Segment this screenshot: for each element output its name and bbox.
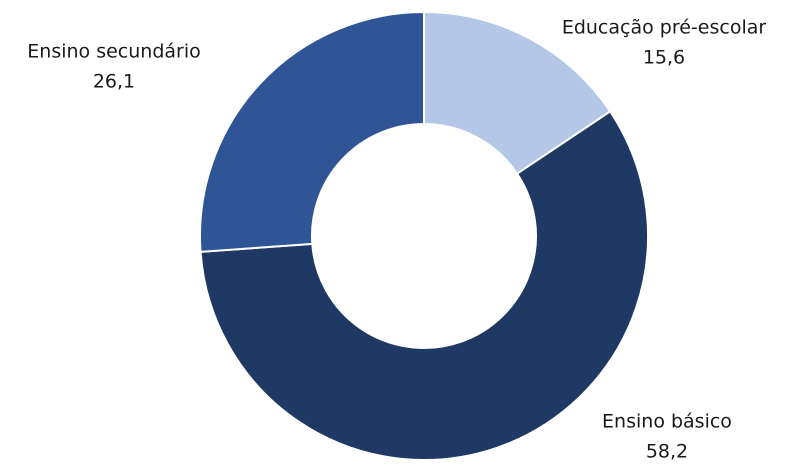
- slice-educacao-pre-escolar: [423, 10, 612, 176]
- slices-layer: [199, 10, 649, 461]
- slice-ensino-secundario: [199, 10, 425, 253]
- data-label-ensino-basico-name: Ensino básico: [602, 411, 732, 433]
- data-label-ensino-basico-value: 58,2: [646, 441, 688, 463]
- data-label-educacao-pre-escolar-name: Educação pré-escolar: [562, 17, 767, 39]
- slice-ensino-basico: [199, 110, 649, 461]
- data-label-ensino-secundario-value: 26,1: [93, 71, 135, 93]
- data-label-ensino-secundario-name: Ensino secundário: [27, 41, 200, 63]
- labels-layer: Educação pré-escolar 15,6 Ensino básico 58,…: [27, 17, 766, 463]
- data-label-educacao-pre-escolar-value: 15,6: [643, 47, 685, 69]
